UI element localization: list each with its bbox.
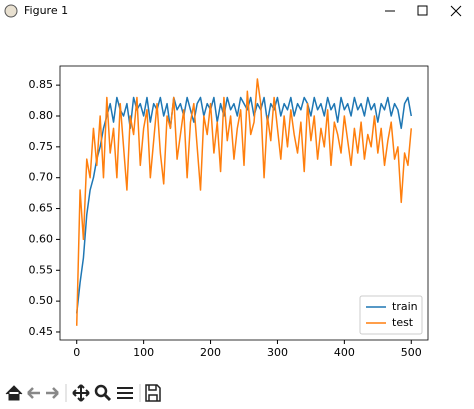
x-tick-label: 400 (334, 346, 355, 359)
y-tick-label: 0.85 (29, 78, 54, 91)
save-button[interactable] (145, 384, 161, 402)
x-tick-label: 100 (133, 346, 154, 359)
close-button[interactable] (450, 5, 462, 17)
x-tick-label: 200 (200, 346, 221, 359)
zoom-button[interactable] (94, 384, 112, 402)
maximize-button[interactable] (417, 5, 428, 16)
y-tick-label: 0.50 (29, 294, 54, 307)
axes-frame (59, 65, 429, 341)
toolbar (5, 384, 161, 402)
line-series (75, 96, 413, 314)
y-tick-label: 0.55 (29, 263, 54, 276)
line-series (75, 78, 413, 326)
x-tick-label: 300 (267, 346, 288, 359)
x-tick-label: 500 (401, 346, 422, 359)
y-tick-label: 0.70 (29, 171, 54, 184)
window-title: Figure 1 (24, 4, 68, 17)
y-tick-label: 0.60 (29, 232, 54, 245)
y-tick-label: 0.45 (29, 325, 54, 338)
app-icon (4, 4, 18, 18)
y-tick-label: 0.75 (29, 140, 54, 153)
forward-button[interactable] (46, 387, 59, 399)
pan-button[interactable] (72, 384, 90, 402)
legend-label: train (392, 300, 418, 313)
legend-box (359, 295, 423, 335)
configure-button[interactable] (117, 387, 133, 399)
back-button[interactable] (27, 387, 40, 399)
home-button[interactable] (5, 385, 23, 401)
x-tick-label: 0 (73, 346, 80, 359)
y-tick-label: 0.80 (29, 109, 54, 122)
legend-label: test (392, 316, 414, 329)
y-tick-label: 0.65 (29, 202, 54, 215)
